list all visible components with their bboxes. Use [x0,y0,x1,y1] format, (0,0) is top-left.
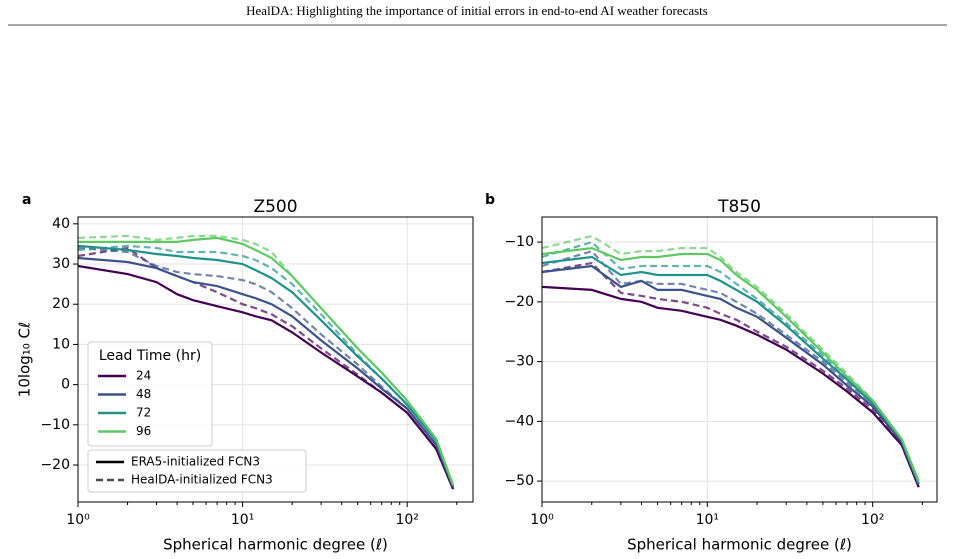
series-line [77,234,455,486]
legend-label: 96 [136,424,151,438]
x-tick-label: 10¹ [231,512,254,528]
legend-label: 72 [136,406,151,420]
x-axis-label: Spherical harmonic degree (ℓ) [163,536,388,554]
y-tick-label: 20 [52,296,70,312]
x-tick-label: 10² [861,512,884,528]
y-tick-label: 10 [52,336,70,352]
y-tick-label: 0 [61,377,70,393]
running-header: HealDA: Highlighting the importance of i… [246,3,708,18]
y-tick-label: −20 [40,457,70,473]
y-tick-label: −10 [40,417,70,433]
legend-label: HealDA-initialized FCN3 [131,473,273,487]
series-line [77,246,455,490]
series-line [541,240,920,485]
legend-box [87,341,213,447]
series-line [77,244,455,486]
plot-frame [77,216,474,503]
legend-label: 24 [136,369,151,383]
series-line [77,264,455,490]
x-axis-label: Spherical harmonic degree (ℓ) [627,536,852,554]
y-axis-label: 10log₁₀ Cℓ [16,322,34,397]
legend-label: ERA5-initialized FCN3 [131,455,260,469]
x-tick-label: 10² [395,512,418,528]
chart-title: T850 [717,197,761,217]
series-line [541,261,920,488]
legend-box [87,449,307,493]
series-line [77,246,455,488]
series-line [541,264,920,485]
plot-frame [541,216,938,503]
x-tick-label: 10⁰ [530,512,554,528]
series-line [541,285,920,488]
legend-title: Lead Time (hr) [99,348,201,364]
series-line [541,246,920,482]
y-tick-label: 40 [52,216,70,232]
x-tick-label: 10¹ [696,512,719,528]
y-tick-label: −40 [504,413,534,429]
y-tick-label: −10 [504,234,534,250]
legend-label: 48 [136,387,151,401]
panel-label: b [485,192,495,208]
panel-label: a [22,192,31,208]
series-line [77,244,455,486]
y-tick-label: −30 [504,354,534,370]
y-tick-label: −50 [504,473,534,489]
y-tick-label: 30 [52,256,70,272]
x-tick-label: 10⁰ [66,512,90,528]
y-tick-label: −20 [504,294,534,310]
series-line [541,234,920,482]
chart-title: Z500 [253,197,297,217]
